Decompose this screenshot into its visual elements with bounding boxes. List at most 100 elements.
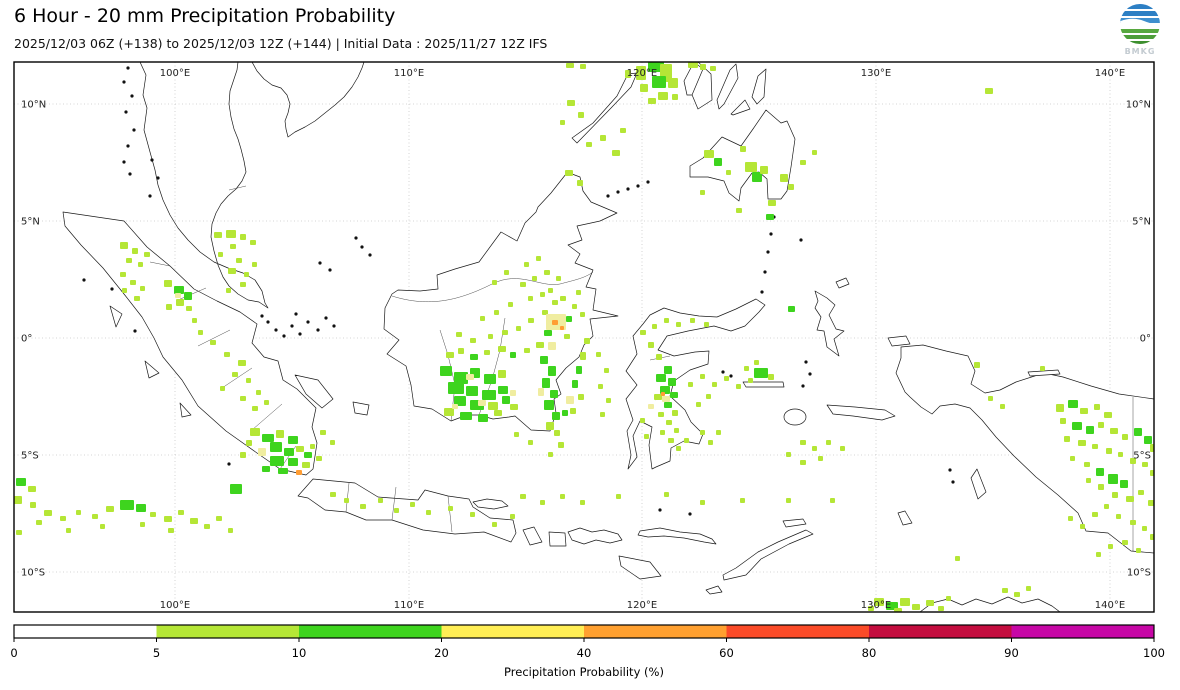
islet-dot <box>126 66 130 70</box>
precip-cell <box>1070 456 1075 461</box>
precip-cell <box>668 78 678 88</box>
precip-cell <box>214 232 222 238</box>
precip-cell <box>198 330 203 335</box>
precip-cell <box>284 448 294 456</box>
islet-dot <box>128 172 132 176</box>
precip-cell <box>1112 492 1118 498</box>
precip-cell <box>1080 408 1088 414</box>
precip-cell <box>676 322 681 327</box>
precip-cell <box>296 470 302 475</box>
precip-cell <box>662 396 670 402</box>
precip-cell <box>134 296 140 301</box>
precip-cell <box>320 430 326 435</box>
precip-cell <box>120 242 128 249</box>
precip-cell <box>528 296 533 301</box>
islet-dot <box>227 462 231 466</box>
islet-dot <box>658 508 662 512</box>
precip-cell <box>528 440 533 445</box>
precip-cell <box>654 394 662 400</box>
precip-cell <box>120 272 126 277</box>
precip-cell <box>524 348 530 353</box>
colorbar-segment <box>726 625 869 638</box>
precip-cell <box>454 396 466 406</box>
precip-cell <box>166 304 172 310</box>
lat-label-right: 0° <box>1140 334 1151 345</box>
precip-cell <box>740 146 746 152</box>
islet-dot <box>760 290 764 294</box>
precip-cell <box>700 430 705 435</box>
precip-cell <box>826 440 831 445</box>
precip-cell <box>584 338 590 344</box>
precip-cell <box>458 348 464 354</box>
precip-cell <box>766 214 774 220</box>
lon-label-bottom: 100°E <box>160 600 190 611</box>
precip-cell <box>938 606 944 611</box>
precip-cell <box>168 528 174 533</box>
precip-cell <box>302 462 310 468</box>
precip-cell <box>66 528 71 533</box>
precip-cell <box>488 334 493 339</box>
coastlines-layer <box>62 62 1154 612</box>
precip-cell <box>670 392 678 398</box>
precip-cell <box>240 396 246 401</box>
precip-cell <box>688 382 693 387</box>
precip-cell <box>580 500 585 505</box>
colorbar-tick-label: 20 <box>434 646 449 660</box>
precip-cell <box>661 392 665 396</box>
precip-cell <box>136 504 146 512</box>
precip-cell <box>612 150 620 156</box>
precip-cell <box>656 374 666 382</box>
precip-cell <box>230 244 236 249</box>
islet-dot <box>948 468 952 472</box>
precip-cell <box>288 436 298 444</box>
islet-dot <box>729 374 733 378</box>
precip-cell <box>648 98 656 104</box>
precip-cell <box>640 418 645 423</box>
precip-cell <box>174 286 184 294</box>
precip-cell <box>894 608 902 612</box>
precip-cell <box>1092 512 1098 517</box>
precip-cell <box>640 84 648 92</box>
precipitation-cells-layer <box>14 62 1154 612</box>
precip-cell <box>484 350 490 355</box>
islet-dot <box>126 144 130 148</box>
precip-cell <box>448 506 453 511</box>
colorbar-caption: Precipitation Probability (%) <box>504 665 664 679</box>
precip-cell <box>504 270 509 275</box>
precip-cell <box>240 282 246 287</box>
precip-cell <box>126 258 132 263</box>
precip-cell <box>800 440 806 445</box>
islet-dot <box>766 250 770 254</box>
precip-cell <box>788 184 794 190</box>
precip-cell <box>1068 400 1078 408</box>
precip-cell <box>258 448 266 456</box>
lat-label-left: 0° <box>21 334 32 345</box>
precip-cell <box>840 446 845 451</box>
precip-cell <box>1002 588 1008 593</box>
precip-cell <box>1092 444 1098 449</box>
precip-cell <box>466 374 474 380</box>
islet-dot <box>266 320 270 324</box>
precip-cell <box>656 354 662 360</box>
precip-cell <box>140 522 145 527</box>
colorbar-tick-label: 80 <box>862 646 877 660</box>
precip-cell <box>246 378 251 383</box>
precip-cell <box>528 318 534 323</box>
precip-cell <box>1134 428 1142 436</box>
map-border <box>13 61 1155 613</box>
precip-cell <box>448 382 464 394</box>
islet-dot <box>122 160 126 164</box>
islet-dot <box>769 232 773 236</box>
precip-cell <box>724 376 729 381</box>
precip-cell <box>664 366 672 374</box>
precip-cell <box>1080 524 1085 529</box>
precip-cell <box>226 288 231 293</box>
islet-dot <box>616 190 620 194</box>
precip-cell <box>16 478 26 486</box>
precip-cell <box>498 346 506 352</box>
precip-cell <box>140 286 145 291</box>
precip-cell <box>228 268 236 274</box>
bmkg-logo: BMKG <box>1116 2 1164 58</box>
precip-cell <box>912 604 920 610</box>
